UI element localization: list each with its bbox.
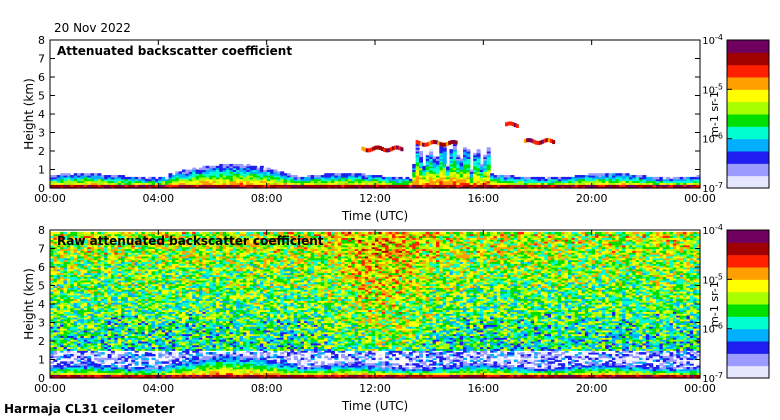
colorbar-label: m-1 sr-1 [708,91,721,137]
y-tick-label: 6 [38,71,45,84]
x-axis-label: Time (UTC) [341,399,408,413]
x-tick-label: 04:00 [142,382,174,395]
y-tick-label: 2 [38,335,45,348]
colorbar-step [727,114,769,127]
colorbar-step [727,89,769,103]
plot-background [50,40,700,188]
x-tick-label: 08:00 [251,382,283,395]
instrument-label: Harmaja CL31 ceilometer [4,402,175,416]
colorbar-step [727,64,769,78]
colorbar-step [727,52,769,66]
y-tick-label: 3 [38,317,45,330]
colorbar-step [727,138,769,152]
colorbar-tick-label: 10-6 [702,322,723,336]
colorbar-step [727,365,769,379]
x-axis-label: Time (UTC) [341,209,408,223]
colorbar-step [727,316,769,330]
x-tick-label: 12:00 [359,192,391,205]
colorbar-step [727,40,769,53]
colorbar-label: m-1 sr-1 [708,281,721,327]
colorbar-step [727,304,769,317]
x-tick-label: 04:00 [142,192,174,205]
y-tick-label: 1 [38,164,45,177]
y-tick-label: 7 [38,53,45,66]
colorbar-step [727,230,769,243]
y-tick-label: 8 [38,224,45,237]
y-tick-label: 7 [38,243,45,256]
colorbar-step [727,242,769,256]
date-label: 20 Nov 2022 [54,21,131,35]
x-tick-label: 00:00 [684,192,716,205]
colorbar-step [727,101,769,115]
colorbar-frame [726,39,770,189]
colorbar-tick-label: 10-5 [702,272,723,286]
y-tick-label: 0 [38,372,45,385]
plot-title: Attenuated backscatter coefficient [57,44,292,58]
colorbar: 10-4 10-5 10-6 10-7 m-1 sr-1 [702,223,770,385]
colorbar-tick-label: 10-4 [702,223,723,237]
x-tick-label: 16:00 [467,192,499,205]
colorbar-step [727,151,769,164]
heatmap-cells [50,231,701,379]
x-tick-label: 12:00 [359,382,391,395]
x-tick-label: 16:00 [467,382,499,395]
x-tick-label: 20:00 [576,382,608,395]
x-tick-label: 20:00 [576,192,608,205]
colorbar-step [727,328,769,342]
colorbar-step [727,341,769,354]
colorbar-tick-label: 10-7 [702,371,723,385]
colorbar-step [727,291,769,305]
colorbar-step [727,279,769,293]
x-tick-label: 00:00 [34,382,66,395]
y-tick-label: 1 [38,354,45,367]
colorbar-step [727,254,769,268]
colorbar-step [727,175,769,189]
y-axis-label: Height (km) [22,78,36,149]
colorbar-tick-label: 10-5 [702,82,723,96]
x-tick-label: 00:00 [34,192,66,205]
heatmap-cells [50,121,701,189]
colorbar-tick-label: 10-6 [702,132,723,146]
plot-title: Raw attenuated backscatter coefficient [57,234,324,248]
y-tick-label: 6 [38,261,45,274]
x-tick-label: 00:00 [684,382,716,395]
y-tick-label: 0 [38,182,45,195]
colorbar-step [727,163,769,177]
y-tick-label: 2 [38,145,45,158]
y-tick-label: 5 [38,90,45,103]
x-tick-label: 08:00 [251,192,283,205]
y-tick-label: 4 [38,108,45,121]
y-tick-label: 8 [38,34,45,47]
colorbar-tick-label: 10-4 [702,33,723,47]
colorbar-frame [726,229,770,379]
y-axis-label: Height (km) [22,268,36,339]
y-tick-label: 3 [38,127,45,140]
colorbar-step [727,353,769,367]
colorbar-step [727,267,769,280]
colorbar-step [727,126,769,140]
colorbar: 10-4 10-5 10-6 10-7 m-1 sr-1 [702,33,770,195]
colorbar-step [727,77,769,90]
y-tick-label: 4 [38,298,45,311]
y-tick-label: 5 [38,280,45,293]
panel-2: 00:00 04:00 08:00 12:00 16:00 20:00 00:0001234… [22,223,770,413]
colorbar-tick-label: 10-7 [702,181,723,195]
panel-1: 00:00 04:00 08:00 12:00 16:00 20:00 00:0001234… [22,33,770,223]
